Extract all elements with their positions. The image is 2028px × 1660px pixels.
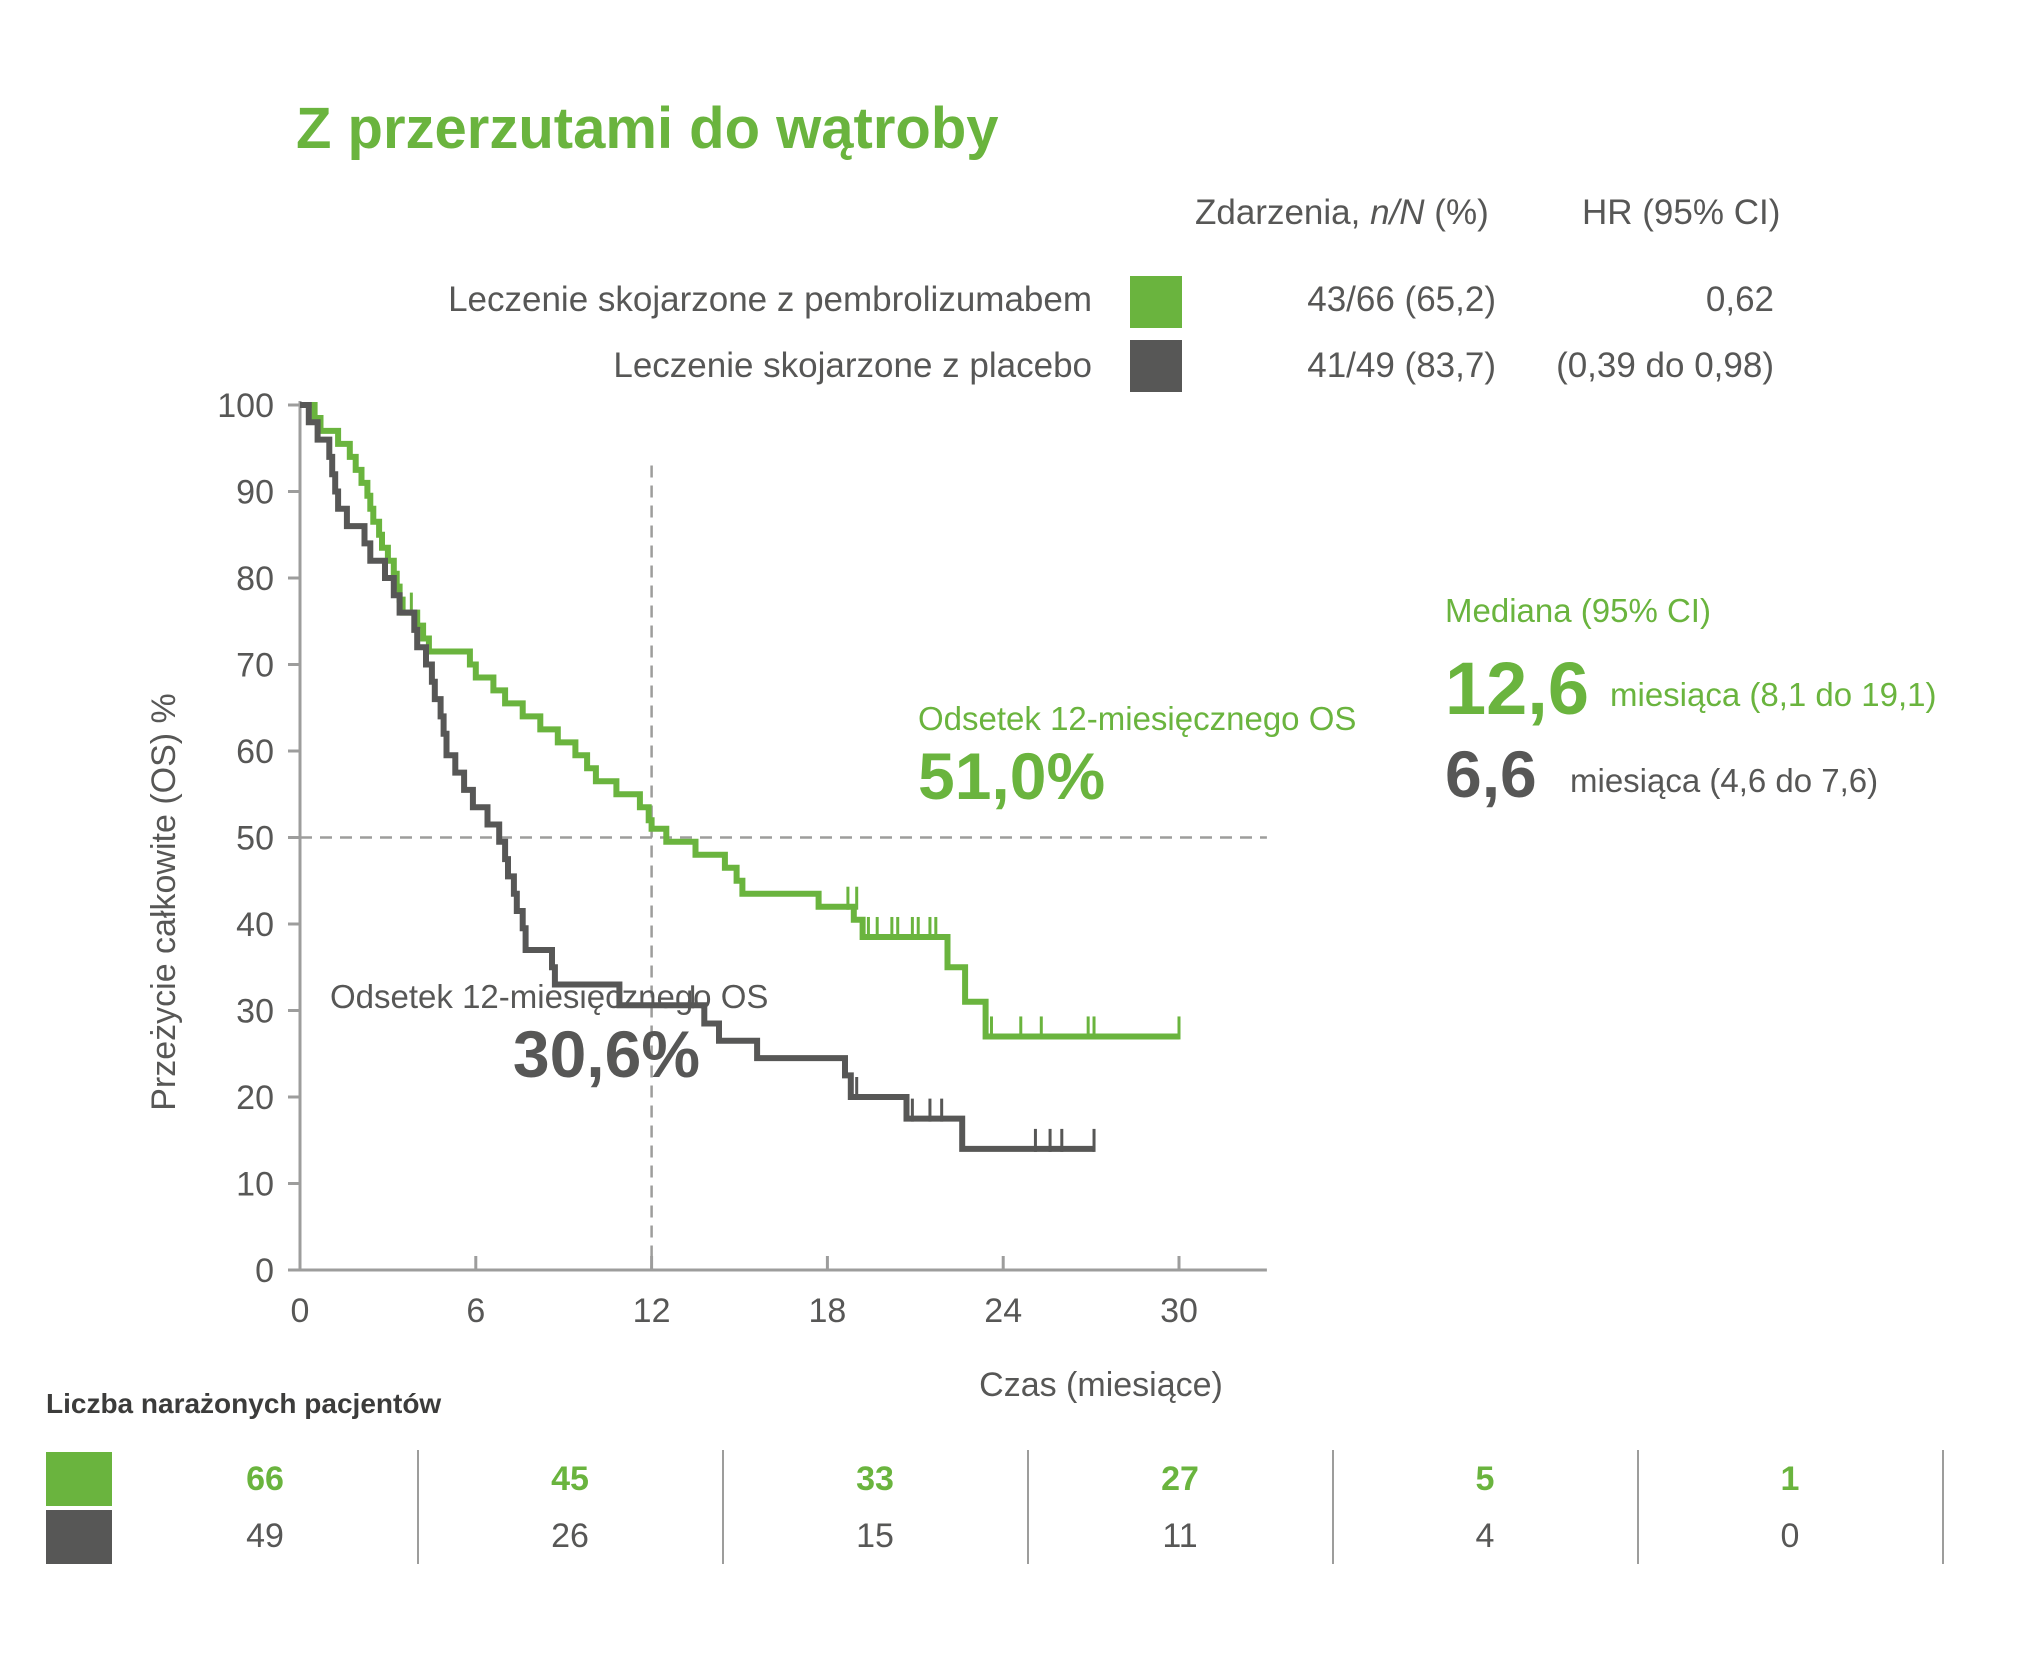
risk-table-divider [1637, 1450, 1639, 1564]
risk-cell-placebo-30: 0 [1780, 1517, 1800, 1555]
chart-axes [298, 401, 1267, 1272]
risk-cell-pembrolizumab-18: 27 [1161, 1460, 1199, 1498]
reference-lines [300, 465, 1267, 1270]
legend-hr-value: 0,62 [1705, 280, 1774, 319]
y-tick-label: 100 [217, 387, 274, 425]
gray-12m-os-label: Odsetek 12-miesięcznego OS [330, 978, 769, 1015]
y-tick-label: 40 [236, 906, 274, 944]
risk-table-divider [1027, 1450, 1029, 1564]
risk-cell-placebo-24: 4 [1475, 1517, 1495, 1555]
risk-swatch-pembrolizumab [46, 1452, 112, 1506]
survival-curves [300, 402, 1181, 1152]
y-tick-label: 60 [236, 733, 274, 771]
risk-table-divider [1942, 1450, 1944, 1564]
risk-cell-pembrolizumab-24: 5 [1475, 1460, 1495, 1498]
x-axis-ticks: 0 6 12 18 24 30 [291, 1256, 1198, 1330]
x-tick-label: 12 [633, 1292, 671, 1330]
risk-table-divider [417, 1450, 419, 1564]
risk-cell-pembrolizumab-12: 33 [856, 1460, 894, 1498]
risk-swatch-placebo [46, 1510, 112, 1564]
risk-cell-pembrolizumab-6: 45 [551, 1460, 589, 1498]
legend-events-placebo: 41/49 (83,7) [1307, 346, 1496, 385]
hr-column-header: HR (95% CI) [1582, 193, 1781, 232]
green-12m-os-label: Odsetek 12-miesięcznego OS [918, 700, 1357, 737]
y-tick-label: 90 [236, 474, 274, 512]
x-tick-label: 30 [1160, 1292, 1198, 1330]
risk-table-title: Liczba narażonych pacjentów [46, 1388, 442, 1419]
y-tick-label: 10 [236, 1166, 274, 1204]
x-tick-label: 0 [291, 1292, 310, 1330]
y-tick-label: 80 [236, 560, 274, 598]
y-tick-label: 50 [236, 820, 274, 858]
legend-hr-ci: (0,39 do 0,98) [1556, 346, 1774, 385]
survival-curve-pembrolizumab [300, 402, 1179, 1040]
x-axis-label: Czas (miesiące) [979, 1366, 1223, 1404]
chart-title: Z przerzutami do wątroby [296, 96, 999, 161]
y-tick-label: 30 [236, 993, 274, 1031]
y-tick-label: 0 [255, 1252, 274, 1290]
x-tick-label: 6 [466, 1292, 485, 1330]
x-tick-label: 24 [984, 1292, 1022, 1330]
green-12m-os-value: 51,0% [918, 739, 1106, 813]
green-median-value: 12,6 [1445, 647, 1590, 730]
y-axis-ticks: 0 10 20 30 40 50 60 70 80 90 100 [217, 387, 300, 1290]
legend-swatch-pembrolizumab [1130, 276, 1182, 328]
legend-label-placebo: Leczenie skojarzone z placebo [613, 346, 1092, 385]
legend-swatch-placebo [1130, 340, 1182, 392]
x-tick-label: 18 [808, 1292, 846, 1330]
gray-median-text: miesiąca (4,6 do 7,6) [1570, 762, 1879, 799]
risk-cell-pembrolizumab-30: 1 [1780, 1460, 1800, 1498]
median-title: Mediana (95% CI) [1445, 592, 1711, 629]
risk-cell-placebo-0: 49 [246, 1517, 284, 1555]
risk-cell-placebo-6: 26 [551, 1517, 589, 1555]
risk-cell-pembrolizumab-0: 66 [246, 1460, 284, 1498]
survival-curve-placebo [300, 402, 1094, 1152]
risk-table-divider [1332, 1450, 1334, 1564]
y-tick-label: 20 [236, 1079, 274, 1117]
risk-cell-placebo-18: 11 [1162, 1517, 1198, 1555]
green-median-text: miesiąca (8,1 do 19,1) [1610, 676, 1937, 713]
events-column-header: Zdarzenia, n/N (%) [1195, 193, 1489, 232]
y-tick-label: 70 [236, 647, 274, 685]
risk-table-divider [722, 1450, 724, 1564]
y-axis-label: Przeżycie całkowite (OS) % [145, 693, 183, 1111]
legend-label-pembrolizumab: Leczenie skojarzone z pembrolizumabem [448, 280, 1092, 319]
risk-cell-placebo-12: 15 [856, 1517, 894, 1555]
gray-12m-os-value: 30,6% [512, 1017, 700, 1091]
legend-events-pembrolizumab: 43/66 (65,2) [1307, 280, 1496, 319]
gray-median-value: 6,6 [1445, 737, 1537, 811]
